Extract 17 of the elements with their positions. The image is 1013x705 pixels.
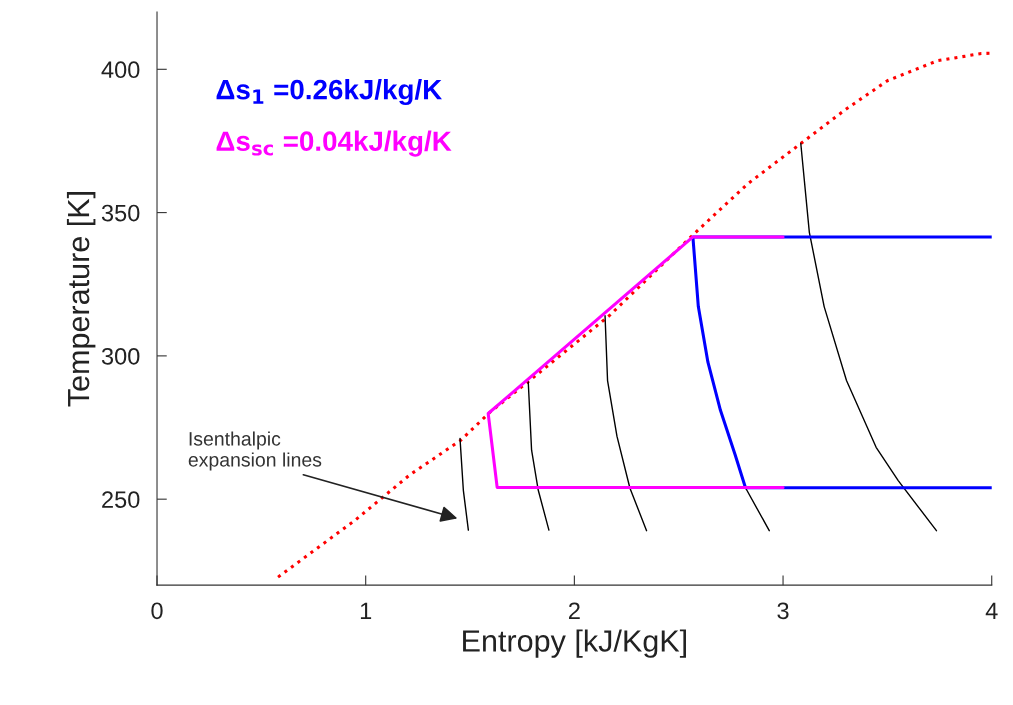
- y-tick-label: 300: [101, 347, 140, 365]
- x-tick-label: 4: [985, 602, 998, 619]
- y-tick-label: 400: [101, 61, 140, 79]
- x-tick-label: 2: [568, 602, 580, 619]
- line-series: [527, 381, 550, 531]
- annotation: Isenthalpic expansion lines: [188, 431, 322, 471]
- y-tick-label: 350: [101, 204, 140, 222]
- text: Δs$_{1}$ =0.26kJ/kg/K: [216, 79, 442, 106]
- y-axis-title: Temperature [K]: [66, 192, 96, 407]
- x-tick-label: 1: [360, 602, 372, 619]
- line-series: [800, 142, 938, 532]
- line-series: [604, 315, 648, 532]
- x-axis-title: Entropy [kJ/KgK]: [463, 629, 686, 658]
- x-tick-label: 0: [151, 602, 163, 620]
- x-tick-label: 3: [777, 602, 789, 620]
- y-tick-label: 250: [102, 491, 140, 508]
- text: Δs$_{sc}$ =0.04kJ/kg/K: [216, 130, 452, 157]
